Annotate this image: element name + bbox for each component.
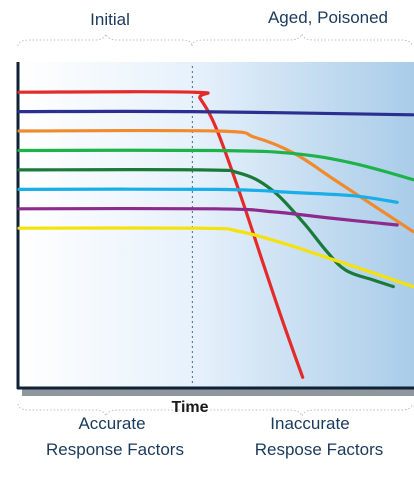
series-line-3 [17,128,414,234]
inaccurate-label-line1: Inaccurate [270,414,350,433]
series-line-6 [17,187,399,204]
series-line-8 [17,226,414,289]
series-layer [17,90,414,379]
series-line-4 [17,148,414,182]
series-line-1 [17,90,305,379]
brace-aged [191,32,413,47]
plot-area [18,62,414,388]
inaccurate-label-line2: Respose Factors [254,440,384,459]
frame-shadow-bottom [22,388,414,396]
region-initial-label: Initial [90,10,130,29]
brace-initial [17,32,193,47]
region-aged-label: Aged, Poisoned [267,8,389,27]
series-line-5 [17,168,395,289]
brace-accurate [17,403,193,418]
accurate-label-line1: Accurate [78,414,146,433]
series-line-2 [17,109,414,117]
accurate-label-line2: Response Factors [46,440,184,459]
x-axis-label: Time [171,399,209,416]
series-line-7 [17,206,399,227]
